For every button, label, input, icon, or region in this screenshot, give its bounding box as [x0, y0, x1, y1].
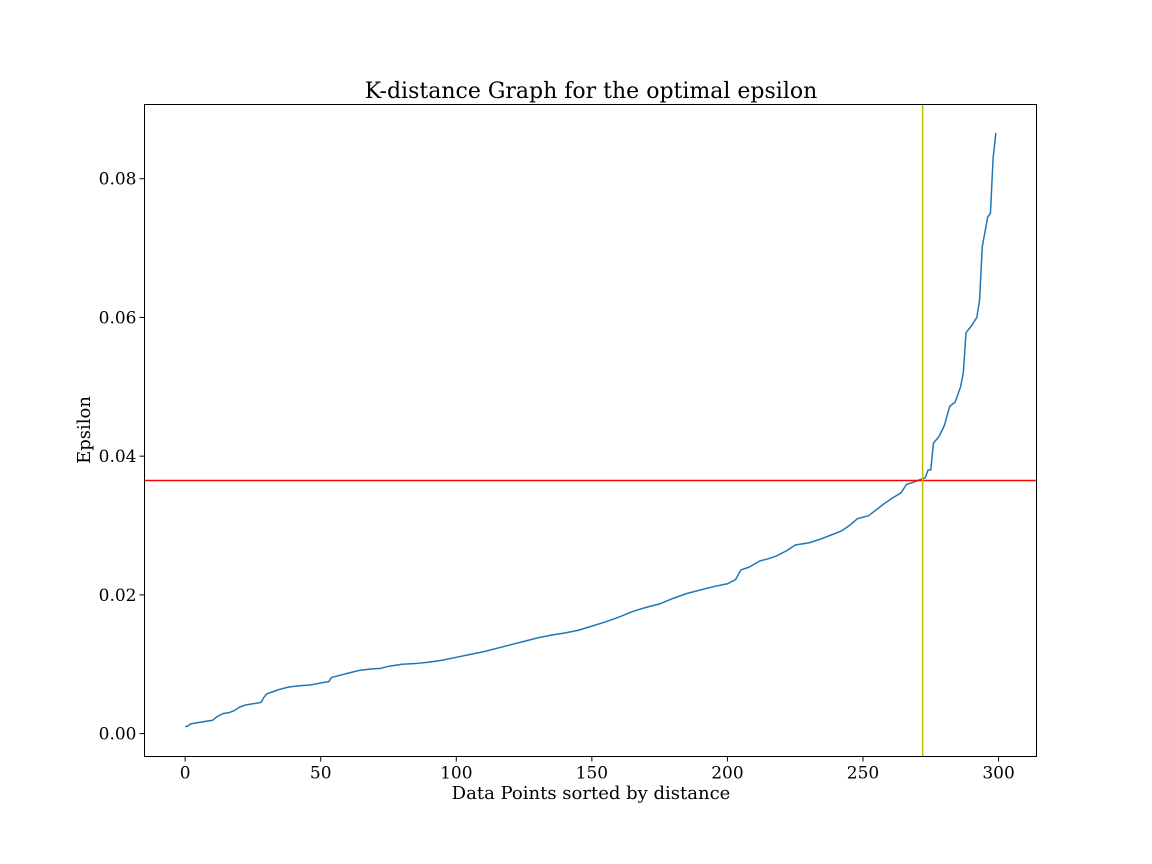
- plot-frame: [144, 104, 1037, 757]
- x-tick-label: 200: [711, 764, 743, 784]
- x-tick-label: 0: [180, 764, 191, 784]
- y-tick-label: 0.08: [99, 170, 137, 190]
- y-tick-label: 0.04: [99, 447, 137, 467]
- x-axis-label: Data Points sorted by distance: [452, 783, 731, 804]
- y-axis-ticks: 0.00 0.02 0.04 0.06 0.08: [99, 170, 145, 745]
- y-axis-label: Epsilon: [74, 396, 95, 464]
- chart-title: K-distance Graph for the optimal epsilon: [365, 79, 818, 104]
- y-tick-label: 0.02: [99, 586, 137, 606]
- x-tick-label: 50: [310, 764, 332, 784]
- y-tick-label: 0.06: [99, 308, 137, 328]
- plot-area: [144, 104, 1037, 757]
- k-distance-series-line-0: [184, 132, 997, 728]
- x-axis-ticks: 0 50 100 150 200 250 300: [180, 756, 1015, 784]
- y-tick-label: 0.00: [99, 725, 137, 745]
- x-tick-label: 300: [982, 764, 1014, 784]
- x-tick-label: 250: [847, 764, 879, 784]
- x-tick-label: 150: [576, 764, 608, 784]
- x-tick-label: 100: [440, 764, 472, 784]
